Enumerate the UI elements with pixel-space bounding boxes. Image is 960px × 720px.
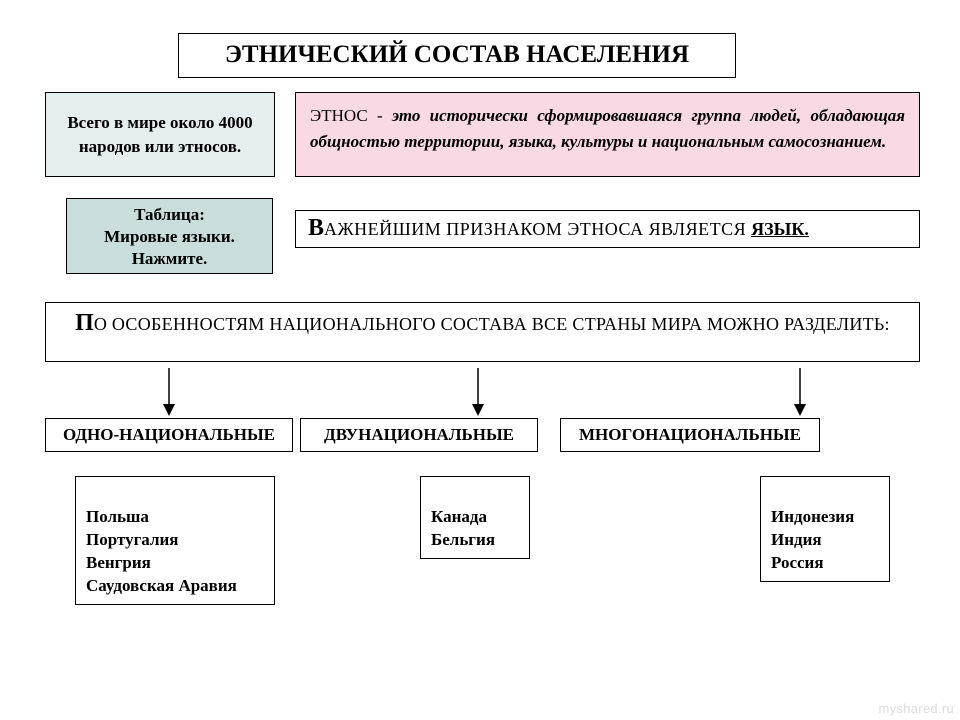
sign-cap: В [308, 215, 324, 241]
arrow-2 [472, 368, 484, 416]
category-box-mono: ОДНО-НАЦИОНАЛЬНЫЕ [45, 418, 293, 452]
divide-box: ПО ОСОБЕННОСТЯМ НАЦИОНАЛЬНОГО СОСТАВА ВС… [45, 302, 920, 362]
key-sign-box: ВАЖНЕЙШИМ ПРИЗНАКОМ ЭТНОСА ЯВЛЯЕТСЯ ЯЗЫК… [295, 210, 920, 248]
category-label: МНОГОНАЦИОНАЛЬНЫЕ [579, 425, 801, 444]
sign-rest: АЖНЕЙШИМ ПРИЗНАКОМ ЭТНОСА ЯВЛЯЕТСЯ [324, 219, 751, 239]
examples-box-multi: Индонезия Индия Россия [760, 476, 890, 582]
arrow-3 [794, 368, 806, 416]
examples-box-mono: Польша Португалия Венгрия Саудовская Ара… [75, 476, 275, 605]
category-box-multi: МНОГОНАЦИОНАЛЬНЫЕ [560, 418, 820, 452]
examples-text: Канада Бельгия [431, 507, 495, 549]
category-label: ДВУНАЦИОНАЛЬНЫЕ [324, 425, 514, 444]
examples-text: Индонезия Индия Россия [771, 507, 854, 572]
definition-body: это исторически сформировавшаяся группа … [310, 106, 905, 151]
sign-key: ЯЗЫК. [751, 219, 809, 239]
definition-lead: ЭТНОС - [310, 106, 392, 125]
examples-box-bi: Канада Бельгия [420, 476, 530, 559]
divide-rest: О ОСОБЕННОСТЯМ НАЦИОНАЛЬНОГО СОСТАВА ВСЕ… [94, 314, 890, 334]
arrow-1 [163, 368, 175, 416]
watermark: myshared.ru [878, 701, 954, 716]
title-text: ЭТНИЧЕСКИЙ СОСТАВ НАСЕЛЕНИЯ [225, 41, 689, 68]
divide-cap: П [75, 310, 94, 336]
category-box-bi: ДВУНАЦИОНАЛЬНЫЕ [300, 418, 538, 452]
watermark-text: myshared.ru [878, 701, 954, 716]
table-link-box[interactable]: Таблица: Мировые языки. Нажмите. [66, 198, 273, 274]
ethnos-count-box: Всего в мире около 4000 народов или этно… [45, 92, 275, 177]
examples-text: Польша Португалия Венгрия Саудовская Ара… [86, 507, 237, 595]
category-label: ОДНО-НАЦИОНАЛЬНЫЕ [63, 425, 275, 444]
definition-box: ЭТНОС - это исторически сформировавшаяся… [295, 92, 920, 177]
table-link-text: Таблица: Мировые языки. Нажмите. [104, 205, 235, 268]
ethnos-count-text: Всего в мире около 4000 народов или этно… [67, 113, 252, 156]
title-box: ЭТНИЧЕСКИЙ СОСТАВ НАСЕЛЕНИЯ [178, 33, 736, 78]
